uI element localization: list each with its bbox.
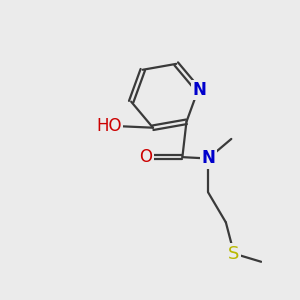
Text: N: N <box>193 81 206 99</box>
Text: HO: HO <box>96 117 122 135</box>
Text: N: N <box>202 149 216 167</box>
Text: O: O <box>140 148 152 166</box>
Text: S: S <box>228 244 240 262</box>
